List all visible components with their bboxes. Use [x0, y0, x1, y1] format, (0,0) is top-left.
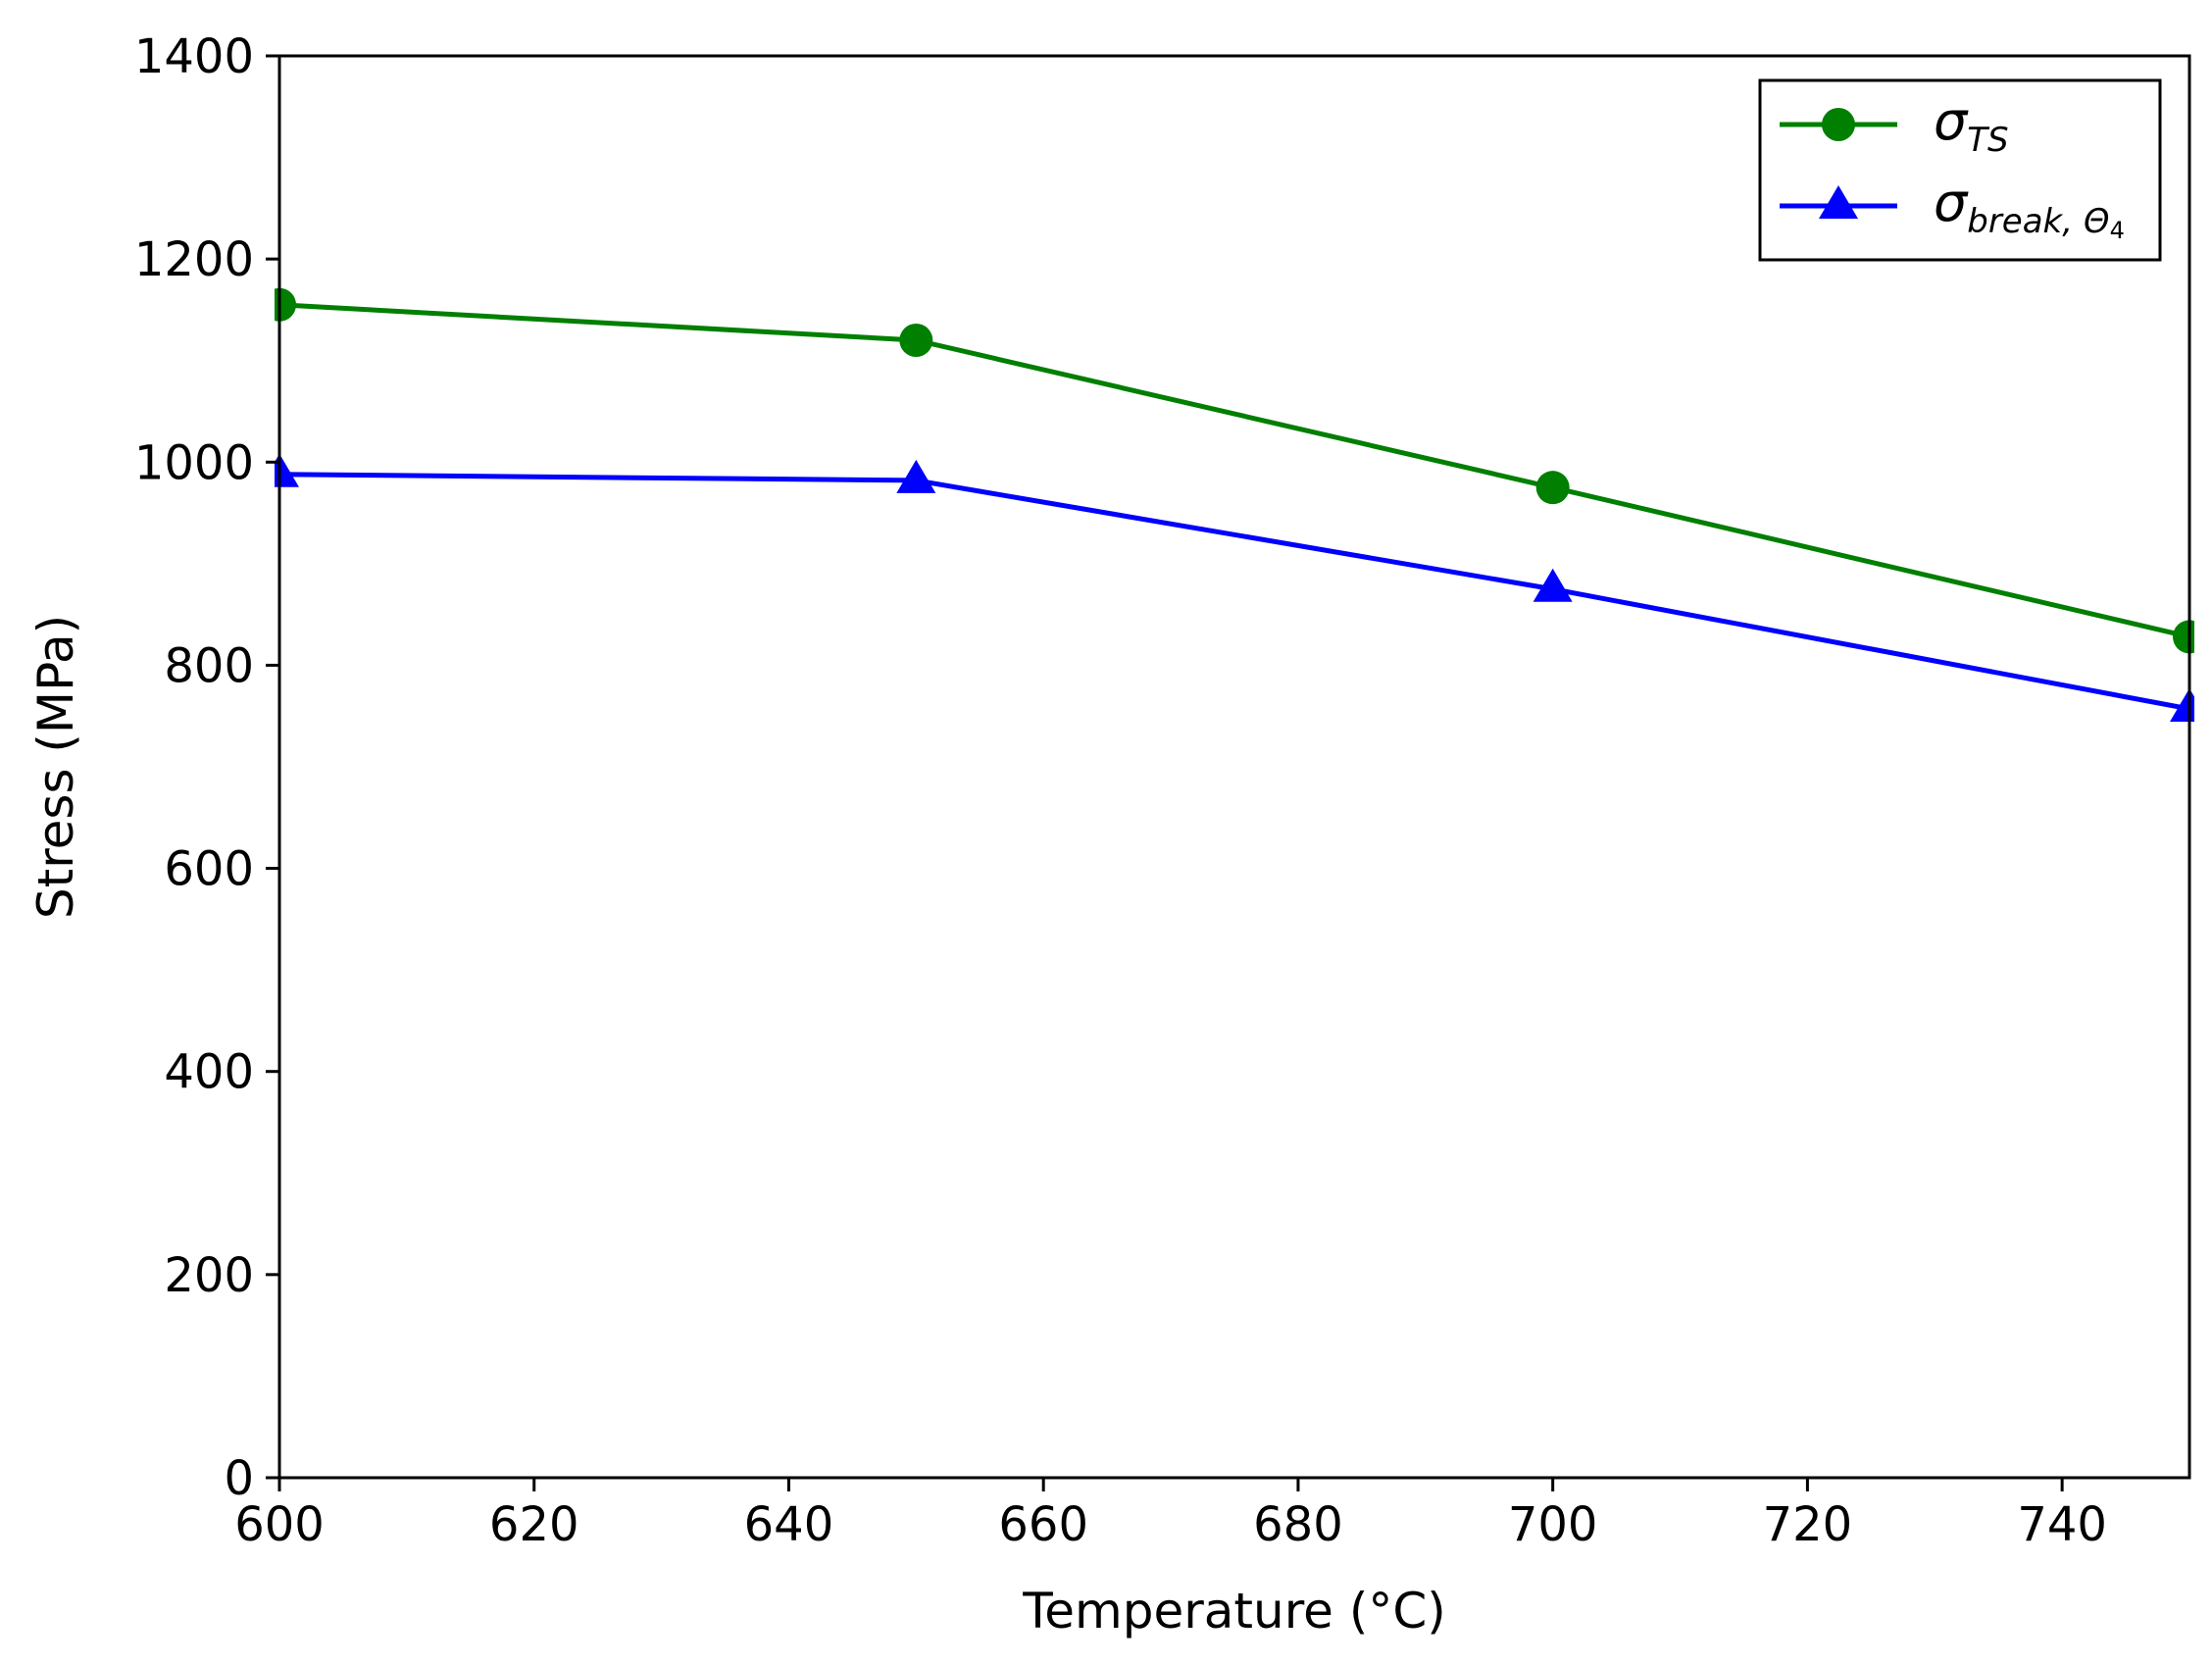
- legend-marker-break: [1819, 185, 1858, 219]
- legend-marker-ts: [1822, 108, 1855, 141]
- svg-text:σTS: σTS: [1934, 90, 2009, 160]
- data-point-circle: [899, 324, 933, 357]
- y-tick-label: 1000: [134, 435, 254, 490]
- x-tick-label: 680: [1253, 1497, 1343, 1552]
- x-axis: 600 620 640 660 680 700 720 740: [234, 1478, 2107, 1552]
- x-tick-label: 720: [1763, 1497, 1853, 1552]
- legend-box: [1758, 78, 2162, 262]
- data-point-triangle: [1533, 568, 1573, 602]
- y-axis-title: Stress (MPa): [27, 615, 84, 919]
- series-layer: [275, 287, 2194, 722]
- legend-label-break-sub: break, Θ: [1967, 202, 2109, 241]
- y-tick-label: 0: [224, 1451, 254, 1506]
- data-point-circle: [1535, 471, 1570, 505]
- plot-frame: [277, 54, 2191, 1480]
- x-tick-label: 600: [234, 1497, 325, 1552]
- x-tick-label: 660: [998, 1497, 1088, 1552]
- y-axis: 0 200 400 600 800 1000 1200 1400: [134, 29, 279, 1506]
- y-tick-label: 1200: [134, 232, 254, 287]
- x-tick-label: 740: [2017, 1497, 2107, 1552]
- series-line-0: [278, 302, 2190, 639]
- x-tick-label: 700: [1508, 1497, 1598, 1552]
- legend: σTS σbreak, Θ4: [1758, 78, 2162, 262]
- series-line-1: [278, 472, 2190, 712]
- data-point-triangle: [896, 459, 936, 493]
- legend-label-ts-sub: TS: [1967, 121, 2008, 160]
- y-tick-label: 600: [164, 842, 254, 897]
- y-tick-label: 800: [164, 638, 254, 693]
- y-tick-label: 1400: [134, 29, 254, 84]
- legend-label-ts-main: σ: [1934, 90, 1969, 152]
- legend-label-break-subsub: 4: [2110, 217, 2125, 244]
- legend-label-break-main: σ: [1934, 172, 1969, 233]
- x-tick-label: 640: [744, 1497, 834, 1552]
- y-tick-label: 200: [164, 1248, 254, 1303]
- y-tick-label: 400: [164, 1045, 254, 1100]
- x-axis-title: Temperature (°C): [1022, 1583, 1446, 1640]
- svg-text:σbreak, Θ4: σbreak, Θ4: [1934, 172, 2125, 244]
- x-tick-label: 620: [489, 1497, 579, 1552]
